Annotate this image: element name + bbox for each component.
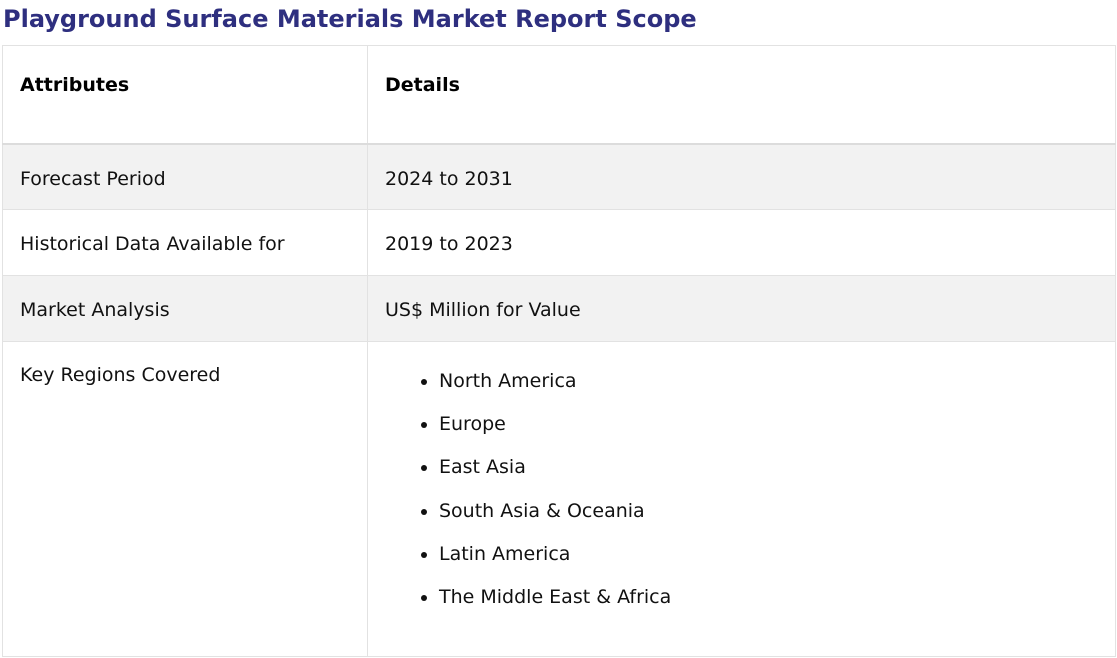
row-attribute: Forecast Period [2, 143, 368, 210]
list-item: North America [439, 368, 1098, 411]
header-attributes: Attributes [2, 45, 368, 144]
list-item: South Asia & Oceania [439, 498, 1098, 541]
table-row-regions: Key Regions Covered North America Europe… [2, 341, 1116, 657]
row-detail: US$ Million for Value [367, 275, 1116, 342]
list-item: Latin America [439, 541, 1098, 584]
region-list: North America Europe East Asia South Asi… [385, 368, 1098, 627]
row-detail: 2019 to 2023 [367, 209, 1116, 276]
list-item: Europe [439, 411, 1098, 454]
table-header-row: Attributes Details [2, 45, 1116, 144]
header-details: Details [367, 45, 1116, 144]
list-item: The Middle East & Africa [439, 584, 1098, 627]
table-row: Historical Data Available for 2019 to 20… [2, 209, 1116, 276]
regions-cell: North America Europe East Asia South Asi… [367, 341, 1116, 657]
page-title: Playground Surface Materials Market Repo… [3, 5, 697, 33]
table-row: Forecast Period 2024 to 2031 [2, 143, 1116, 210]
row-attribute: Market Analysis [2, 275, 368, 342]
table-row: Market Analysis US$ Million for Value [2, 275, 1116, 342]
row-attribute: Key Regions Covered [2, 341, 368, 657]
list-item: East Asia [439, 454, 1098, 497]
row-attribute: Historical Data Available for [2, 209, 368, 276]
row-detail: 2024 to 2031 [367, 143, 1116, 210]
report-scope-table: Attributes Details Forecast Period 2024 … [2, 45, 1116, 657]
